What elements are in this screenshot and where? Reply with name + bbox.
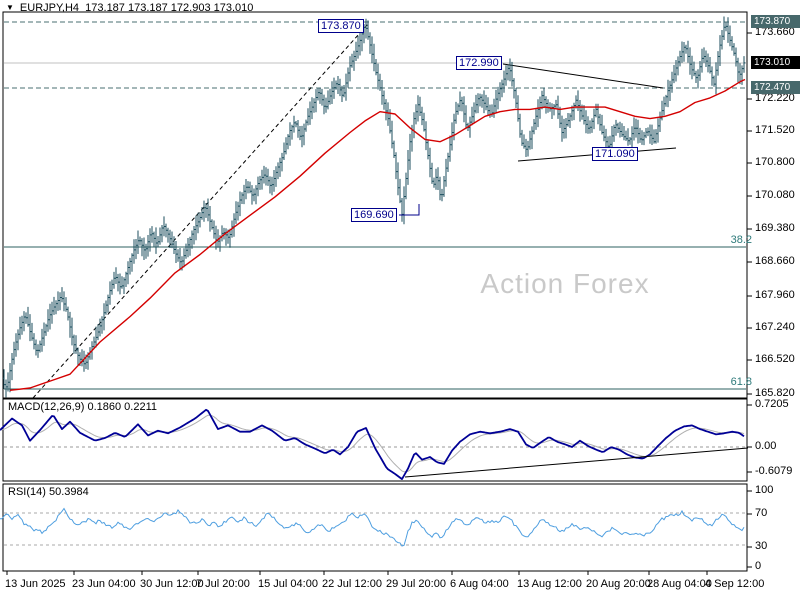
price-annotation[interactable]: 171.090 bbox=[592, 147, 638, 161]
watermark: Action Forex bbox=[480, 268, 650, 299]
price-annotation[interactable]: 172.990 bbox=[456, 56, 502, 70]
macd-trendline[interactable] bbox=[404, 447, 749, 478]
price-label-highlighted: 172.470 bbox=[751, 81, 800, 94]
x-axis-label: 20 Aug 20:00 bbox=[586, 578, 651, 590]
y-axis-tick-label: 167.960 bbox=[755, 289, 795, 301]
rsi-axis-label: 30 bbox=[755, 540, 768, 552]
macd-signal-line bbox=[0, 414, 745, 473]
fib-level-label: 38.2 bbox=[730, 234, 752, 246]
x-axis-label: 23 Jun 04:00 bbox=[72, 578, 136, 590]
chart-title: ▼ EURJPY,H4 173.187 173.187 172.903 173.0… bbox=[6, 2, 253, 14]
fib-level-label: 61.8 bbox=[730, 376, 752, 388]
rsi-panel-label: RSI(14) 50.3984 bbox=[8, 486, 89, 498]
x-axis-label: 30 Jun 12:00 bbox=[140, 578, 204, 590]
y-axis-tick-label: 169.380 bbox=[755, 222, 795, 234]
macd-axis-label: 0.00 bbox=[755, 440, 777, 452]
y-axis-tick-label: 172.220 bbox=[755, 92, 795, 104]
trendline-1[interactable] bbox=[502, 63, 664, 89]
x-axis-label: 6 Aug 04:00 bbox=[450, 578, 509, 590]
y-axis-tick-label: 170.080 bbox=[755, 189, 795, 201]
rsi-axis-label: 0 bbox=[755, 560, 762, 572]
symbol-timeframe: EURJPY,H4 bbox=[19, 2, 80, 14]
x-axis-label: 7 Jul 20:00 bbox=[196, 578, 250, 590]
candlestick-series[interactable] bbox=[3, 16, 746, 398]
price-annotation[interactable]: 169.690 bbox=[351, 208, 397, 222]
y-axis-tick-label: 171.520 bbox=[755, 124, 795, 136]
price-annotation[interactable]: 173.870 bbox=[318, 19, 364, 33]
rsi-axis-label: 70 bbox=[755, 507, 768, 519]
x-axis-label: 13 Jun 2025 bbox=[5, 578, 66, 590]
x-axis-label: 4 Sep 12:00 bbox=[705, 578, 765, 590]
ohlc-values: 173.187 173.187 172.903 173.010 bbox=[85, 2, 254, 14]
collapse-triangle-icon[interactable]: ▼ bbox=[6, 3, 14, 12]
annotation-connector bbox=[399, 204, 420, 216]
y-axis-tick-label: 167.240 bbox=[755, 321, 795, 333]
y-axis-tick-label: 165.820 bbox=[755, 387, 795, 399]
moving-average-line[interactable] bbox=[9, 78, 746, 391]
x-axis-label: 13 Aug 12:00 bbox=[517, 578, 582, 590]
y-axis-tick-label: 173.660 bbox=[755, 26, 795, 38]
macd-axis-label: -0.6079 bbox=[755, 465, 793, 477]
y-axis-tick-label: 170.800 bbox=[755, 156, 795, 168]
rsi-axis-label: 100 bbox=[755, 484, 774, 496]
macd-axis-label: 0.7205 bbox=[755, 398, 789, 410]
trendline-0[interactable] bbox=[32, 23, 369, 399]
y-axis-tick-label: 166.520 bbox=[755, 353, 795, 365]
macd-panel-label: MACD(12,26,9) 0.1860 0.2211 bbox=[8, 401, 157, 413]
x-axis-label: 28 Aug 04:00 bbox=[647, 578, 712, 590]
price-label-highlighted: 173.010 bbox=[751, 56, 800, 69]
x-axis-label: 22 Jul 12:00 bbox=[322, 578, 382, 590]
price-label-highlighted: 173.870 bbox=[751, 15, 800, 28]
x-axis-label: 29 Jul 20:00 bbox=[386, 578, 446, 590]
panel-borders bbox=[2, 11, 748, 572]
y-axis-tick-label: 168.660 bbox=[755, 255, 795, 267]
rsi-line bbox=[0, 507, 745, 547]
x-axis-label: 15 Jul 04:00 bbox=[258, 578, 318, 590]
macd-main-line bbox=[0, 408, 745, 480]
